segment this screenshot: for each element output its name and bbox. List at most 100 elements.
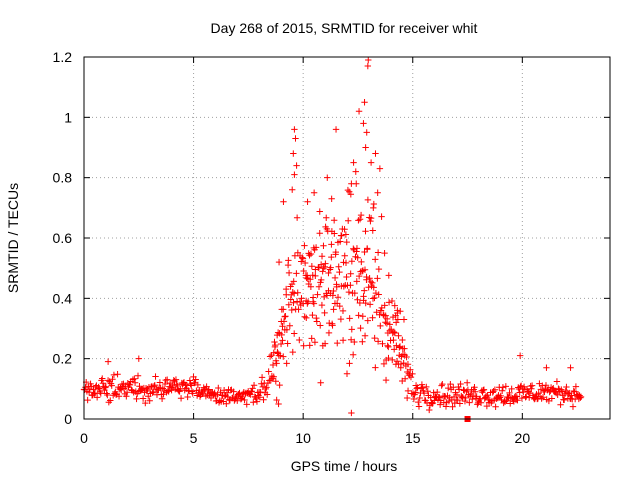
data-point [278,331,285,339]
data-point [320,265,327,272]
data-point [276,381,283,389]
data-point [462,394,469,402]
data-point [91,390,98,397]
data-point [367,278,375,286]
data-point [355,312,362,319]
data-point [381,249,388,257]
data-point [438,382,445,389]
data-point [355,217,362,224]
data-point [397,360,405,368]
data-point [142,385,150,392]
data-point [328,241,335,248]
data-point [263,391,271,398]
data-point [270,373,277,380]
data-point [336,268,343,276]
data-point [336,238,344,245]
data-point [315,283,323,291]
data-point [323,292,331,299]
data-point [303,272,311,279]
data-point [221,393,229,400]
data-point [199,389,207,397]
data-point [230,388,237,395]
data-point [508,385,515,393]
data-point [215,384,222,392]
data-point [400,316,408,323]
data-point [317,276,325,284]
data-point [288,306,295,314]
data-point [493,393,501,401]
data-point [260,396,267,403]
data-point [337,315,345,323]
data-point [377,307,384,314]
data-point [361,332,369,339]
data-point [507,400,514,407]
data-point [370,204,377,212]
data-point [363,129,370,136]
data-point [248,388,256,395]
data-point [548,395,556,402]
data-point [372,150,379,157]
data-point [463,379,471,386]
data-point [331,274,339,282]
data-point [299,255,307,262]
data-point [287,296,294,303]
data-point [384,342,391,349]
data-point [381,302,388,309]
y-tick-label: 0.2 [53,351,73,367]
y-tick-label: 0.6 [53,230,73,246]
data-point [358,268,366,275]
data-point [436,401,444,408]
data-point [150,388,157,396]
data-point [166,383,173,390]
x-tick-label: 0 [80,430,88,446]
data-point [256,394,264,401]
data-point [310,189,318,196]
data-point [382,312,389,319]
data-point [290,150,297,157]
data-point [307,250,315,258]
data-point [355,272,363,280]
data-point [528,382,536,389]
data-point [385,343,392,351]
data-point [444,384,452,392]
data-point [321,263,329,271]
data-point [374,189,381,196]
data-point [357,211,365,219]
data-point [84,396,91,404]
data-point [327,264,334,271]
data-point [329,322,336,329]
data-point [280,353,287,360]
data-point [361,266,369,273]
y-tick-label: 0.8 [53,170,73,186]
data-point [202,392,210,400]
data-point [323,214,330,221]
data-point [382,376,390,384]
data-point [375,291,382,298]
data-point [482,392,490,400]
data-point [108,382,115,389]
data-point [151,381,158,389]
data-point [88,383,95,390]
data-point [238,395,245,402]
data-point [266,353,274,360]
data-point [269,361,277,369]
data-point [330,287,337,295]
x-tick-label: 5 [190,430,198,446]
data-point [498,387,506,394]
data-point [275,258,283,266]
data-point [216,397,223,404]
data-point [471,384,478,391]
data-point [277,352,284,359]
data-point [149,389,156,396]
data-point [296,336,303,344]
data-point [455,386,463,393]
data-point [322,260,329,267]
data-point [131,375,138,382]
data-point [99,375,106,382]
data-point [318,253,326,260]
data-point [280,306,287,313]
data-point [454,396,461,404]
data-point [165,388,172,395]
data-point [298,295,305,302]
data-point [523,393,530,400]
